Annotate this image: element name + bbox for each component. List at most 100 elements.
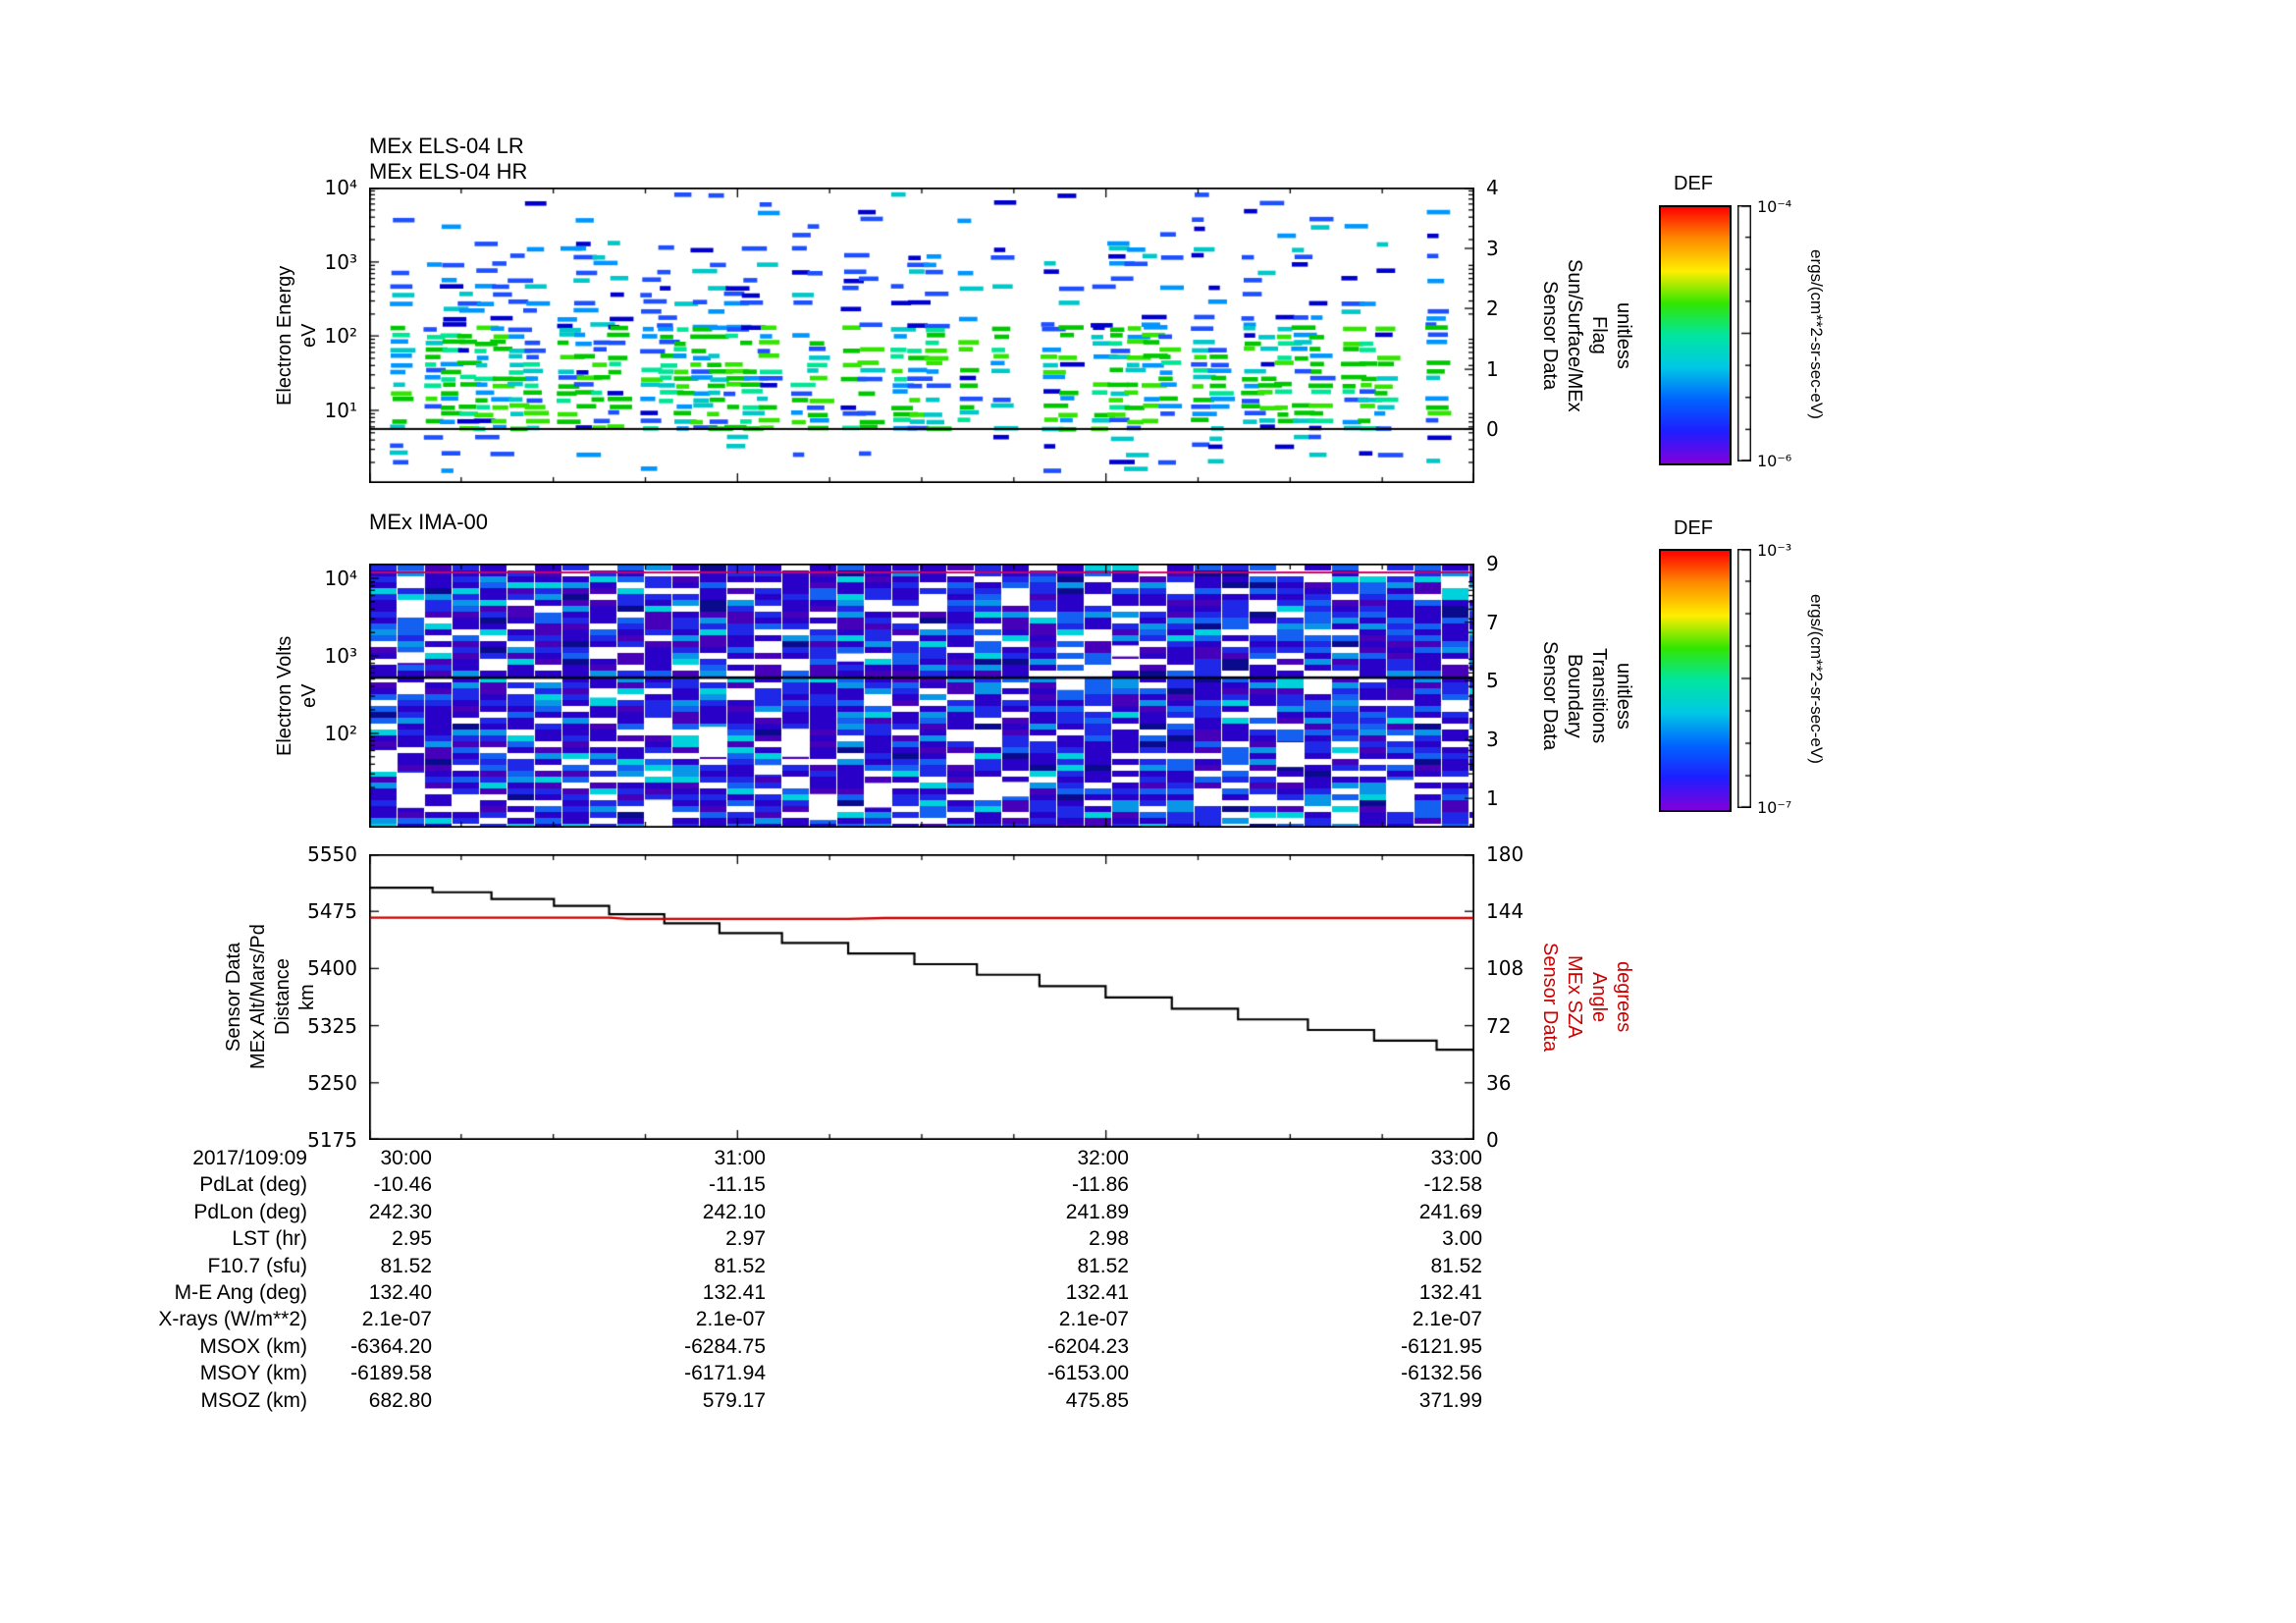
sza-y-tick: 144: [1486, 899, 1524, 924]
colorbar-els-gradient: [1659, 205, 1732, 465]
sza-y-tick: 180: [1486, 842, 1524, 866]
colorbar-els-tick-bottom: 10⁻⁶: [1757, 452, 1792, 470]
ancillary-row-6-value: -6121.95: [1401, 1334, 1482, 1358]
els-right-axis-label: Sensor Data Sun/Surface/MEx Flag unitles…: [1539, 258, 1634, 412]
ancillary-row-5-value: 2.1e-07: [1058, 1308, 1129, 1331]
colorbar-els-title: DEF: [1674, 173, 1713, 194]
colorbar-ima-axis: [1737, 549, 1751, 808]
els-title-lr: MEx ELS-04 LR: [369, 134, 524, 158]
ancillary-row-1: PdLon (deg) 242.30 242.10 241.89 241.69: [52, 1199, 1482, 1225]
alt-right-axis-label: Sensor Data MEx SZA Angle degrees: [1539, 942, 1634, 1053]
colorbar-els-axis: [1737, 205, 1751, 461]
ancillary-row-8-value: 371.99: [1418, 1388, 1482, 1412]
ancillary-row-7-value: -6171.94: [684, 1362, 766, 1385]
colorbar-ima-tick-top: 10⁻³: [1757, 541, 1792, 560]
ancillary-row-2-value: 2.97: [725, 1227, 766, 1251]
ancillary-row-1-value: 241.69: [1418, 1200, 1482, 1223]
els-right-tick: 1: [1486, 357, 1499, 382]
ima-y-tick: 10⁴: [324, 567, 357, 591]
els-title-hr: MEx ELS-04 HR: [369, 159, 528, 184]
alt-y-tick: 5400: [307, 956, 357, 981]
ancillary-row-3-value: 81.52: [380, 1254, 432, 1277]
time-axis-row: 2017/109:09 30:00 31:00 32:00 33:00: [52, 1145, 1482, 1171]
ancillary-row-4: M-E Ang (deg) 132.40 132.41 132.41 132.41: [52, 1279, 1482, 1306]
ancillary-row-4-value: 132.41: [1418, 1280, 1482, 1304]
time-axis-row-value: 33:00: [1430, 1147, 1482, 1169]
ancillary-row-0-value: -11.86: [1072, 1173, 1129, 1197]
ancillary-row-2-value: 3.00: [1442, 1227, 1482, 1251]
sza-y-tick: 108: [1486, 956, 1524, 981]
ancillary-row-8-label: MSOZ (km): [200, 1388, 307, 1412]
els-right-tick: 3: [1486, 237, 1499, 260]
els-y-tick: 10¹: [324, 398, 357, 422]
time-axis-row-value: 32:00: [1077, 1147, 1129, 1169]
colorbar-els-tick-top: 10⁻⁴: [1757, 197, 1792, 216]
sza-y-tick: 36: [1486, 1070, 1512, 1095]
ancillary-row-2-value: 2.98: [1089, 1227, 1129, 1251]
ancillary-row-7-value: -6153.00: [1047, 1362, 1129, 1385]
alt-canvas: [369, 854, 1474, 1140]
colorbar-ima-tick-bottom: 10⁻⁷: [1757, 798, 1792, 817]
ancillary-table: 2017/109:09 30:00 31:00 32:00 33:00 PdLat (de…: [52, 1145, 1482, 1414]
ancillary-row-5-value: 2.1e-07: [695, 1308, 766, 1331]
ima-title: MEx IMA-00: [369, 510, 489, 534]
alt-y-tick: 5475: [307, 899, 357, 924]
els-y-tick: 10³: [324, 249, 357, 274]
els-right-tick: 4: [1486, 176, 1499, 199]
ancillary-row-6-label: MSOX (km): [199, 1334, 307, 1358]
ima-right-tick: 7: [1486, 610, 1499, 634]
ancillary-row-7: MSOY (km) -6189.58 -6171.94 -6153.00 -6132.5…: [52, 1360, 1482, 1386]
alt-y-tick: 5325: [307, 1013, 357, 1038]
ancillary-row-8-value: 682.80: [368, 1388, 432, 1412]
sza-y-tick: 72: [1486, 1013, 1512, 1038]
alt-y-tick: 5250: [307, 1070, 357, 1095]
ancillary-row-4-value: 132.41: [1065, 1280, 1129, 1304]
ima-canvas: [369, 564, 1474, 828]
ancillary-row-3-value: 81.52: [714, 1254, 766, 1277]
els-canvas: [369, 188, 1474, 483]
ima-right-tick: 5: [1486, 669, 1499, 693]
alt-y-tick: 5550: [307, 842, 357, 866]
ancillary-row-0-value: -12.58: [1423, 1173, 1482, 1197]
ancillary-row-2-value: 2.95: [392, 1227, 432, 1251]
ancillary-row-8-value: 475.85: [1065, 1388, 1129, 1412]
ancillary-row-7-value: -6189.58: [350, 1362, 432, 1385]
colorbar-els-units-label: ergs/(cm**2-sr-sec-eV): [1807, 248, 1826, 419]
ancillary-row-2: LST (hr) 2.95 2.97 2.98 3.00: [52, 1225, 1482, 1252]
ancillary-row-3: F10.7 (sfu) 81.52 81.52 81.52 81.52: [52, 1253, 1482, 1279]
ima-right-tick: 3: [1486, 728, 1499, 752]
ancillary-row-7-value: -6132.56: [1401, 1362, 1482, 1385]
ancillary-row-4-value: 132.41: [702, 1280, 766, 1304]
ancillary-row-1-value: 242.10: [702, 1200, 766, 1223]
ancillary-row-6-value: -6364.20: [350, 1334, 432, 1358]
ancillary-row-1-label: PdLon (deg): [193, 1200, 307, 1223]
ancillary-row-6-value: -6284.75: [684, 1334, 766, 1358]
ancillary-row-4-value: 132.40: [368, 1280, 432, 1304]
ancillary-row-5-value: 2.1e-07: [1412, 1308, 1482, 1331]
ancillary-row-2-label: LST (hr): [232, 1227, 307, 1251]
ancillary-row-3-label: F10.7 (sfu): [207, 1254, 307, 1277]
ancillary-row-0-value: -10.46: [373, 1173, 432, 1197]
ancillary-row-3-value: 81.52: [1430, 1254, 1482, 1277]
ima-y-tick: 10³: [324, 643, 357, 668]
ancillary-row-3-value: 81.52: [1077, 1254, 1129, 1277]
ancillary-row-4-label: M-E Ang (deg): [174, 1280, 307, 1304]
ima-right-axis-label: Sensor Data Boundary Transitions unitles…: [1539, 640, 1634, 751]
els-right-tick: 0: [1486, 416, 1499, 441]
ancillary-row-6: MSOX (km) -6364.20 -6284.75 -6204.23 -6121.9…: [52, 1333, 1482, 1360]
time-axis-row-label: 2017/109:09: [192, 1147, 307, 1169]
ancillary-row-5: X-rays (W/m**2) 2.1e-07 2.1e-07 2.1e-07 2.1e…: [52, 1306, 1482, 1332]
colorbar-ima-title: DEF: [1674, 517, 1713, 539]
ancillary-row-5-value: 2.1e-07: [361, 1308, 432, 1331]
ima-y-tick: 10²: [324, 721, 357, 745]
alt-y-tick: 5175: [307, 1128, 357, 1152]
ancillary-row-5-label: X-rays (W/m**2): [158, 1308, 307, 1331]
ancillary-row-7-label: MSOY (km): [199, 1362, 307, 1385]
alt-y-axis-label: Sensor Data MEx Alt/Mars/Pd Distance km: [223, 924, 318, 1070]
els-y-tick: 10²: [324, 324, 357, 349]
time-axis-row-value: 31:00: [714, 1147, 766, 1169]
els-y-tick: 10⁴: [324, 176, 357, 199]
time-axis-row-value: 30:00: [380, 1147, 432, 1169]
ancillary-row-6-value: -6204.23: [1047, 1334, 1129, 1358]
